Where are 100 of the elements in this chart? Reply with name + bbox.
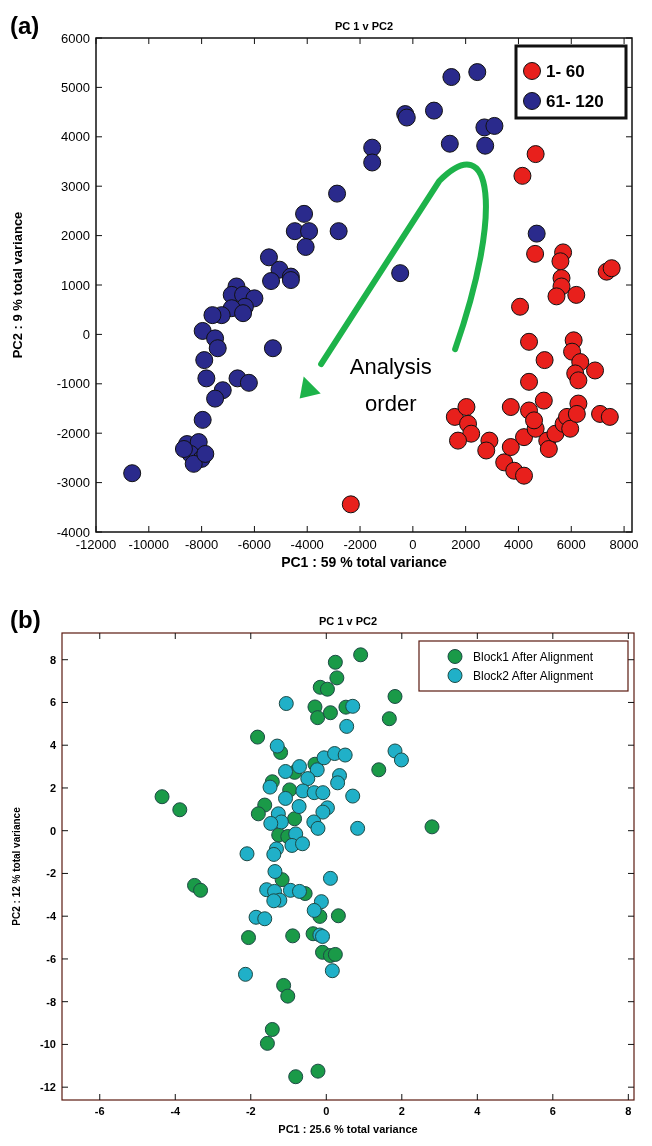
point: [285, 222, 304, 241]
point: [322, 705, 338, 721]
point: [239, 373, 258, 392]
point: [363, 138, 382, 157]
point: [527, 224, 546, 243]
y-tick-label: 1000: [61, 277, 90, 293]
point: [196, 444, 215, 463]
point: [327, 946, 343, 962]
point: [172, 802, 188, 818]
point: [262, 272, 281, 291]
y-tick-label: 2: [49, 781, 56, 794]
point: [291, 799, 307, 815]
point: [264, 1021, 280, 1037]
point: [278, 764, 294, 779]
point: [547, 287, 566, 306]
point: [501, 398, 520, 416]
point: [462, 424, 481, 443]
point: [387, 688, 403, 704]
x-tick-label: 6: [549, 1105, 556, 1117]
point: [276, 977, 292, 993]
point: [300, 771, 316, 787]
x-tick-label: -4: [170, 1105, 182, 1117]
point: [440, 134, 459, 153]
point: [285, 928, 301, 944]
point: [193, 410, 212, 429]
legend-label: 1- 60: [546, 61, 585, 81]
point: [424, 101, 443, 120]
point: [329, 670, 345, 686]
legend-label: Block1 After Alignment: [473, 649, 594, 664]
point: [257, 911, 273, 927]
point: [371, 762, 387, 778]
point: [263, 339, 282, 358]
x-tick-label: 2000: [451, 537, 481, 552]
x-tick-label: -2000: [343, 537, 377, 552]
x-tick-label: 6000: [556, 537, 586, 552]
point: [280, 988, 296, 1004]
point: [259, 248, 278, 267]
legend-label: Block2 After Alignment: [473, 668, 594, 683]
y-tick-label: 2000: [61, 228, 90, 244]
x-tick-label: -12000: [75, 537, 117, 552]
point: [485, 116, 504, 135]
point: [291, 883, 307, 899]
x-tick-label: -10000: [128, 537, 170, 552]
point: [561, 419, 580, 438]
point: [234, 304, 253, 323]
point: [515, 466, 534, 485]
point: [319, 681, 335, 697]
y-tick-label: -6: [46, 952, 56, 965]
x-tick-label: 4000: [504, 537, 533, 552]
point: [449, 431, 467, 450]
point: [513, 166, 532, 185]
point: [123, 464, 142, 483]
point: [363, 153, 382, 172]
x-tick-label: 8000: [609, 537, 639, 552]
point: [208, 339, 227, 358]
point: [330, 775, 346, 791]
y-tick-label: -8: [46, 995, 56, 1008]
text: (b): [10, 606, 41, 634]
point: [206, 389, 225, 408]
point: [197, 369, 216, 388]
y-tick-label: -10: [40, 1038, 56, 1051]
point: [288, 1069, 304, 1085]
y-tick-label: -4000: [56, 524, 90, 540]
x-axis-title: PC1 : 59 % total variance: [281, 554, 448, 570]
point: [296, 237, 315, 256]
point: [327, 654, 343, 670]
point: [520, 332, 539, 351]
x-tick-label: 4: [474, 1105, 482, 1117]
y-tick-label: 0: [82, 326, 90, 342]
y-tick-label: 5000: [61, 79, 90, 95]
point: [203, 306, 222, 325]
point: [184, 454, 203, 473]
point: [535, 351, 554, 370]
y-tick-label: 0: [49, 824, 56, 837]
point: [501, 438, 520, 457]
point: [602, 259, 621, 278]
annotation: Analysis order: [349, 353, 432, 416]
point: [310, 820, 326, 836]
point: [174, 440, 193, 458]
point: [341, 495, 360, 514]
point: [324, 963, 340, 979]
y-tick-label: 6: [49, 696, 56, 709]
point: [237, 966, 253, 982]
point: [520, 372, 539, 391]
point: [315, 804, 331, 820]
point: [281, 271, 300, 290]
y-tick-label: 4000: [61, 129, 90, 145]
x-axis-title: PC1 : 25.6 % total variance: [278, 1123, 418, 1135]
legend-label: 61- 120: [546, 91, 604, 111]
y-tick-label: 6000: [61, 30, 90, 46]
text: (a): [10, 12, 40, 40]
point: [259, 1035, 275, 1051]
point: [287, 811, 303, 827]
point: [337, 747, 353, 763]
y-tick-label: -3000: [56, 475, 90, 491]
point: [457, 398, 476, 416]
point: [278, 696, 294, 712]
point: [266, 893, 282, 909]
point: [567, 404, 586, 423]
point: [310, 1063, 326, 1079]
